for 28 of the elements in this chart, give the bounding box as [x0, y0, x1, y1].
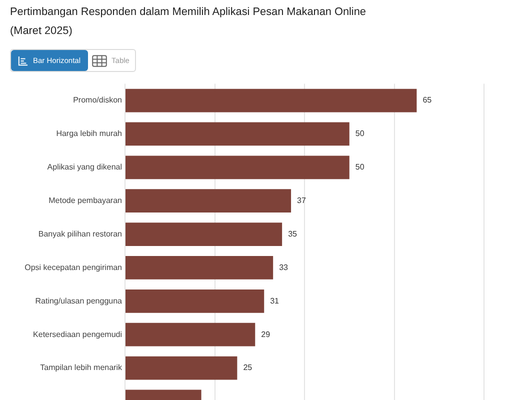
bar: [126, 222, 282, 246]
y-tick-label: Tampilan lebih menarik: [40, 363, 123, 372]
data-label: 50: [355, 129, 365, 138]
bar: [126, 256, 274, 280]
bar: [126, 156, 350, 180]
chart-title: Pertimbangan Responden dalam Memilih Aplikasi Pesan Makanan Online (Maret 2025): [10, 5, 367, 39]
y-tick-label: Opsi kecepatan pengiriman: [24, 262, 122, 272]
y-tick-label: Ketersediaan pengemudi: [33, 330, 122, 339]
data-label: 65: [422, 96, 432, 105]
data-label: 35: [288, 229, 298, 238]
y-tick-label: Metode pembayaran: [48, 196, 122, 206]
y-tick-label: Rating/ulasan pengguna: [35, 296, 123, 306]
data-label: 31: [270, 296, 280, 306]
bar: [126, 122, 350, 146]
bar: [126, 356, 238, 380]
y-tick-label: Aplikasi yang dikenal: [47, 162, 122, 172]
data-label: 50: [355, 162, 365, 172]
bar: [126, 322, 256, 346]
data-label: 29: [261, 330, 271, 339]
y-tick-label: Harga lebih murah: [56, 129, 122, 138]
data-label: 33: [279, 262, 289, 272]
y-tick-label: Promo/diskon: [73, 96, 122, 105]
data-label: 37: [297, 196, 306, 206]
bar: [126, 289, 264, 313]
bar: [126, 189, 292, 213]
y-tick-label: Banyak pilihan restoran: [38, 229, 122, 238]
data-label: 25: [243, 363, 253, 372]
bar: [126, 88, 417, 112]
